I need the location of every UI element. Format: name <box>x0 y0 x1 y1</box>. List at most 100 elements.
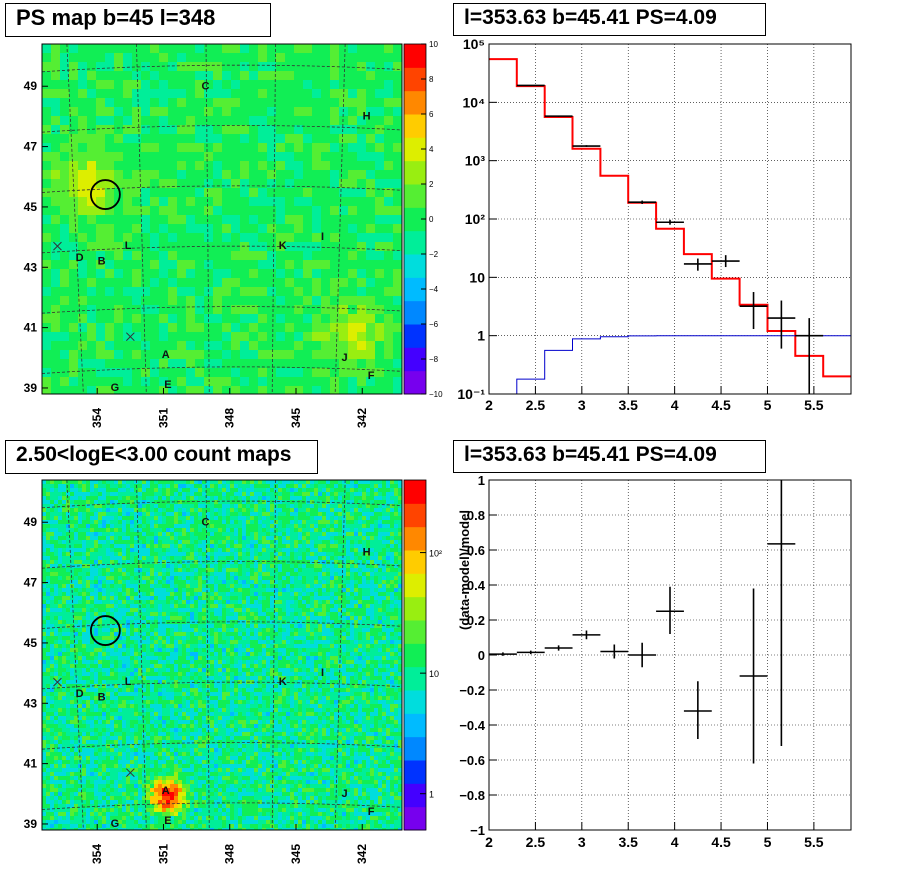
ps-y-tick-label: 49 <box>24 79 38 93</box>
ps-lat-line <box>42 125 402 133</box>
residual-y-tick-label: −1 <box>470 823 485 838</box>
residual-data-point <box>516 650 545 655</box>
residual-data-point <box>739 588 768 764</box>
residual-x-tick-label: 3 <box>578 834 586 850</box>
spectrum-y-tick-label: 1 <box>477 328 485 344</box>
spectrum-x-tick-label: 3 <box>578 397 586 413</box>
ps-lon-line <box>271 44 276 394</box>
cnt-lon-line <box>205 480 210 830</box>
ps-source-label: L <box>125 240 132 252</box>
cnt-y-tick-label: 43 <box>24 696 38 710</box>
residual-y-tick-label: −0.4 <box>459 718 485 733</box>
ps-source-label: C <box>201 80 209 92</box>
ps-x-tick-label: 345 <box>289 408 303 428</box>
ps-lon-line <box>66 44 84 394</box>
cnt-lat-line <box>42 681 402 690</box>
residual-y-tick-label: −0.2 <box>459 683 485 698</box>
residual-y-tick-label: 0.8 <box>467 508 485 523</box>
ps-colorbar: 10 8 6 4 2 0 −2 −4 −6 −8 −10 <box>403 40 443 399</box>
spectrum-data-point <box>739 292 768 330</box>
ps-map-title: PS map b=45 l=348 <box>5 3 271 37</box>
spectrum-x-tick-label: 2.5 <box>526 397 546 413</box>
colorbar-tick-label: 10² <box>429 549 442 559</box>
cnt-grid-lines <box>42 480 402 830</box>
ps-map: C H L D B K I A J F G E 49 47 45 43 41 39 354 351 348 345 342 1… <box>24 40 443 428</box>
spectrum-data-point <box>767 300 796 349</box>
ps-frame <box>41 43 403 395</box>
colorbar-tick-label: −6 <box>429 320 439 329</box>
spectrum-x-tick-label: 4.5 <box>711 397 731 413</box>
ps-y-tick-label: 43 <box>24 260 38 274</box>
spectrum-y-tick-label: 10⁴ <box>463 94 486 110</box>
cnt-map: C H L D B K I A J F G E 49 47 45 43 41 39 354 351 348 345 342 1… <box>24 479 442 864</box>
cnt-source-label: A <box>162 785 170 797</box>
residual-data-point <box>767 480 796 746</box>
ps-source-label: A <box>162 349 170 361</box>
cnt-source-label: E <box>164 815 171 827</box>
cnt-lon-line <box>136 480 147 830</box>
cnt-source-label: D <box>76 688 84 700</box>
residual-y-tick-label: −0.8 <box>459 788 485 803</box>
residual-y-tick-label: 0.6 <box>467 543 485 558</box>
cnt-lon-line <box>271 480 276 830</box>
residual-x-tick-label: 3.5 <box>618 834 638 850</box>
residual-data-point <box>628 642 657 668</box>
spectrum-data-point <box>628 200 657 204</box>
ps-x-tick-label: 342 <box>355 408 369 428</box>
cnt-lon-line <box>334 480 346 830</box>
spectrum-data-point <box>795 318 824 394</box>
ps-source-label: H <box>363 110 371 122</box>
residual-x-tick-label: 5 <box>764 834 772 850</box>
residual-x-tick-label: 5.5 <box>804 834 824 850</box>
colorbar-tick-label: 6 <box>429 110 434 119</box>
colorbar-tick-label: −8 <box>429 355 439 364</box>
residual-x-tick-label: 2 <box>485 834 493 850</box>
ps-lat-line <box>42 185 402 193</box>
cnt-x-tick-label: 351 <box>156 844 170 864</box>
residual-y-tick-label: 1 <box>478 473 485 488</box>
cnt-frame <box>41 479 403 831</box>
ps-grid-lines <box>42 44 402 394</box>
ps-lon-line <box>205 44 210 394</box>
residual-y-axis-label: (data-model)/model <box>457 510 472 630</box>
cnt-x-tick-label: 354 <box>90 844 104 864</box>
ps-cross-marker <box>53 241 62 251</box>
spectrum-x-tick-label: 5 <box>764 397 772 413</box>
ps-y-tick-label: 45 <box>24 200 38 214</box>
ps-lat-line <box>42 64 402 73</box>
ps-source-label: D <box>76 252 84 264</box>
cnt-pixels <box>42 480 402 830</box>
residual-plot: 2 2.5 3 3.5 4 4.5 5 5.5 1 0.8 0.6 0.4 0.2 0 −0.2 −0.4 −0… <box>457 473 852 850</box>
residual-title: l=353.63 b=45.41 PS=4.09 <box>453 440 766 473</box>
ps-lat-line <box>42 245 402 254</box>
spectrum-data-point <box>683 258 712 271</box>
residual-x-tick-label: 4.5 <box>711 834 731 850</box>
cnt-source-label: F <box>368 806 375 818</box>
cnt-source-label: I <box>321 667 324 679</box>
cnt-lat-line <box>42 802 402 810</box>
ps-y-tick-label: 39 <box>24 381 38 395</box>
spectrum-data-point <box>572 145 601 147</box>
spectrum-y-tick-label: 10⁵ <box>463 36 485 52</box>
ps-y-tick-label: 41 <box>24 321 38 335</box>
cnt-y-tick-label: 47 <box>24 576 38 590</box>
ps-lat-line <box>42 366 402 374</box>
spectrum-x-tick-label: 4 <box>671 397 679 413</box>
cnt-source-label: C <box>201 516 209 528</box>
ps-x-tick-label: 348 <box>223 408 237 428</box>
cnt-x-tick-label: 345 <box>289 844 303 864</box>
model-step-line <box>489 58 851 378</box>
ps-source-label: F <box>368 370 375 382</box>
colorbar-tick-label: −4 <box>429 285 439 294</box>
spectrum-x-tick-label: 5.5 <box>804 397 824 413</box>
cnt-lat-line <box>42 621 402 629</box>
ps-cross-marker <box>125 332 135 342</box>
colorbar-tick-label: −10 <box>429 390 443 399</box>
residual-data-point <box>656 586 684 634</box>
ps-source-label: I <box>321 231 324 243</box>
residual-x-tick-label: 2.5 <box>526 834 546 850</box>
cnt-lat-line <box>42 561 402 569</box>
ps-y-tick-label: 47 <box>24 140 38 154</box>
ps-x-tick-label: 354 <box>90 408 104 428</box>
residual-y-tick-label: 0 <box>478 648 485 663</box>
